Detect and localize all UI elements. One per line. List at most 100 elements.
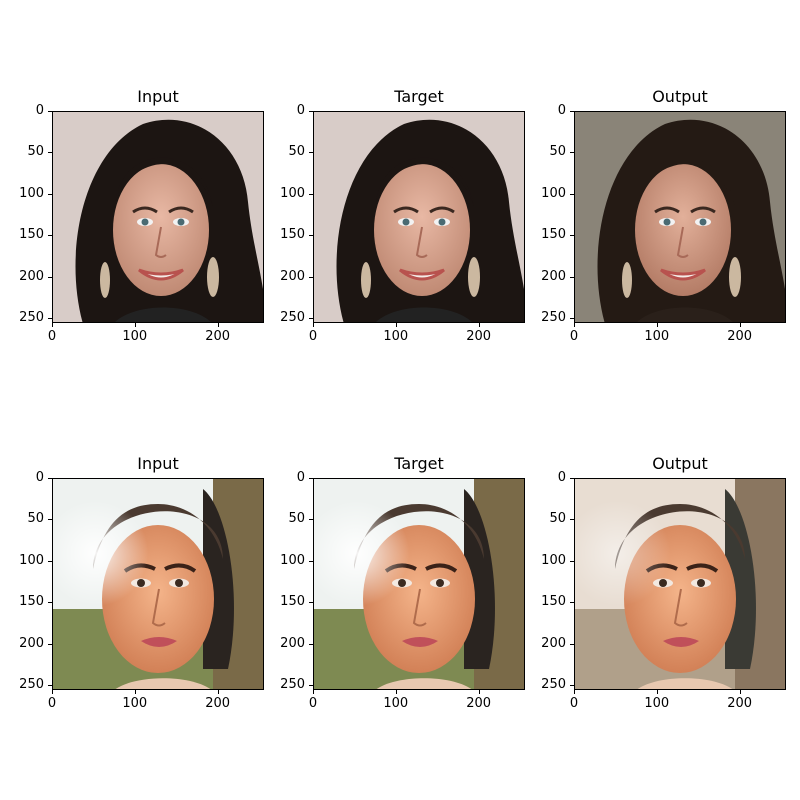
panel-title: Input — [137, 454, 179, 473]
y-tick-mark — [570, 318, 574, 320]
x-tick-mark — [739, 690, 741, 694]
x-tick-mark — [217, 690, 219, 694]
face-image — [313, 111, 525, 323]
x-tick-label: 0 — [308, 329, 318, 344]
y-tick-label: 0 — [296, 470, 305, 485]
y-tick-label: 100 — [19, 185, 44, 201]
y-tick-mark — [570, 478, 574, 479]
y-tick-label: 250 — [19, 677, 44, 693]
x-tick-mark — [574, 323, 575, 327]
y-tick-label: 100 — [541, 552, 566, 568]
face-image — [52, 111, 264, 323]
panel-title: Input — [137, 87, 179, 106]
x-tick-mark — [478, 323, 480, 327]
image-panel — [574, 111, 786, 323]
y-tick-label: 0 — [557, 470, 566, 485]
panel-title: Output — [652, 454, 708, 473]
y-tick-label: 100 — [280, 185, 305, 201]
y-tick-label: 50 — [549, 144, 566, 160]
y-tick-mark — [309, 276, 313, 278]
y-tick-mark — [570, 560, 574, 562]
x-tick-label: 0 — [47, 696, 57, 711]
y-tick-mark — [309, 643, 313, 645]
x-tick-label: 100 — [644, 329, 670, 344]
x-tick-label: 200 — [727, 329, 753, 344]
x-tick-label: 100 — [644, 696, 670, 711]
y-tick-label: 250 — [541, 310, 566, 326]
y-tick-mark — [309, 602, 313, 604]
x-tick-mark — [478, 690, 480, 694]
y-tick-label: 50 — [27, 144, 44, 160]
x-tick-mark — [134, 690, 136, 694]
y-tick-mark — [309, 478, 313, 479]
panel-title: Output — [652, 87, 708, 106]
face-image — [313, 478, 525, 690]
y-tick-mark — [309, 519, 313, 521]
y-tick-label: 150 — [19, 594, 44, 610]
y-tick-mark — [48, 152, 52, 154]
y-tick-mark — [309, 235, 313, 237]
y-tick-label: 150 — [280, 227, 305, 243]
y-tick-mark — [309, 318, 313, 320]
y-tick-mark — [570, 602, 574, 604]
x-tick-label: 0 — [308, 696, 318, 711]
x-tick-mark — [656, 690, 658, 694]
x-tick-label: 0 — [569, 329, 579, 344]
y-tick-mark — [48, 111, 52, 112]
y-tick-label: 50 — [27, 511, 44, 527]
y-tick-mark — [570, 685, 574, 687]
y-tick-mark — [48, 276, 52, 278]
y-tick-label: 250 — [280, 310, 305, 326]
y-tick-label: 0 — [35, 103, 44, 118]
x-tick-mark — [217, 323, 219, 327]
x-tick-mark — [134, 323, 136, 327]
y-tick-mark — [570, 111, 574, 112]
y-tick-mark — [48, 235, 52, 237]
y-tick-label: 50 — [549, 511, 566, 527]
x-tick-label: 200 — [466, 329, 492, 344]
face-image — [574, 478, 786, 690]
y-tick-label: 50 — [288, 511, 305, 527]
y-tick-mark — [570, 276, 574, 278]
x-tick-mark — [656, 323, 658, 327]
y-tick-mark — [570, 152, 574, 154]
y-tick-mark — [48, 643, 52, 645]
image-panel — [313, 478, 525, 690]
y-tick-mark — [48, 685, 52, 687]
x-tick-mark — [52, 323, 53, 327]
y-tick-mark — [48, 602, 52, 604]
y-tick-mark — [48, 560, 52, 562]
x-tick-mark — [574, 690, 575, 694]
image-panel — [52, 478, 264, 690]
y-tick-label: 150 — [541, 594, 566, 610]
y-tick-mark — [48, 193, 52, 195]
y-tick-mark — [570, 235, 574, 237]
y-tick-mark — [309, 685, 313, 687]
y-tick-mark — [570, 193, 574, 195]
y-tick-label: 200 — [19, 635, 44, 651]
y-tick-mark — [309, 111, 313, 112]
y-tick-label: 100 — [280, 552, 305, 568]
x-tick-mark — [739, 323, 741, 327]
y-tick-label: 100 — [541, 185, 566, 201]
panel-title: Target — [394, 454, 444, 473]
x-tick-mark — [313, 690, 314, 694]
y-tick-mark — [570, 643, 574, 645]
x-tick-label: 100 — [383, 696, 409, 711]
y-tick-label: 200 — [19, 268, 44, 284]
y-tick-mark — [48, 478, 52, 479]
y-tick-label: 250 — [541, 677, 566, 693]
face-image — [52, 478, 264, 690]
x-tick-mark — [313, 323, 314, 327]
x-tick-label: 200 — [466, 696, 492, 711]
y-tick-label: 200 — [280, 268, 305, 284]
y-tick-mark — [48, 318, 52, 320]
y-tick-label: 0 — [35, 470, 44, 485]
image-panel — [313, 111, 525, 323]
image-panel — [574, 478, 786, 690]
y-tick-mark — [570, 519, 574, 521]
y-tick-label: 150 — [280, 594, 305, 610]
x-tick-label: 100 — [122, 696, 148, 711]
y-tick-label: 200 — [280, 635, 305, 651]
x-tick-label: 0 — [569, 696, 579, 711]
